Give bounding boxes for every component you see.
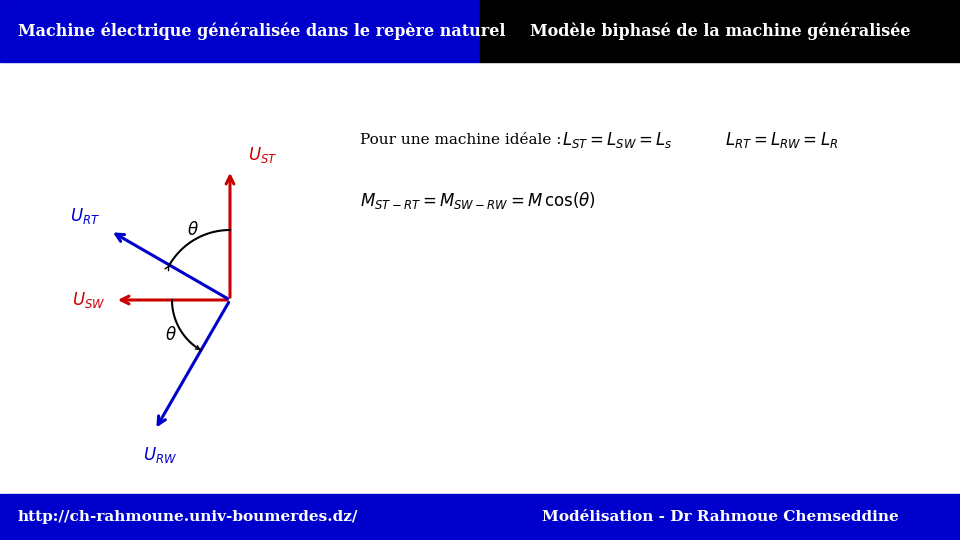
Text: $U_{RT}$: $U_{RT}$ <box>70 206 101 226</box>
Text: $L_{ST} = L_{SW} = L_s$: $L_{ST} = L_{SW} = L_s$ <box>562 130 672 150</box>
Text: $L_{RT} = L_{RW} = L_R$: $L_{RT} = L_{RW} = L_R$ <box>725 130 838 150</box>
Bar <box>0 0 480 62</box>
Text: $M_{ST-RT} = M_{SW-RW} = M\,\cos(\theta)$: $M_{ST-RT} = M_{SW-RW} = M\,\cos(\theta)… <box>360 190 596 211</box>
Bar <box>480 0 960 62</box>
Text: $\theta$: $\theta$ <box>165 326 177 344</box>
Text: http://ch-rahmoune.univ-boumerdes.dz/: http://ch-rahmoune.univ-boumerdes.dz/ <box>18 510 358 524</box>
Text: Pour une machine idéale :: Pour une machine idéale : <box>360 133 571 147</box>
Text: $U_{RW}$: $U_{RW}$ <box>143 445 177 465</box>
Text: $U_{ST}$: $U_{ST}$ <box>248 145 277 165</box>
Text: Modèle biphasé de la machine généralisée: Modèle biphasé de la machine généralisée <box>530 22 910 40</box>
Bar <box>0 494 960 540</box>
Text: $U_{SW}$: $U_{SW}$ <box>72 290 105 310</box>
Text: $\theta$: $\theta$ <box>187 221 199 239</box>
Text: Machine électrique généralisée dans le repère naturel: Machine électrique généralisée dans le r… <box>18 22 505 40</box>
Text: Modélisation - Dr Rahmoue Chemseddine: Modélisation - Dr Rahmoue Chemseddine <box>541 510 899 524</box>
